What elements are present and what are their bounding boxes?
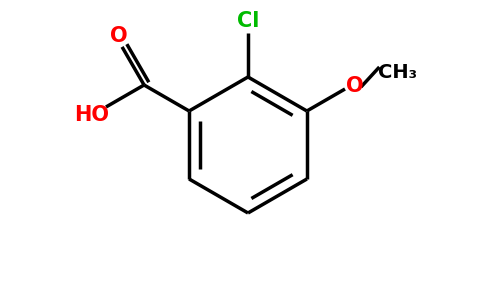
Text: HO: HO xyxy=(75,105,109,125)
Text: O: O xyxy=(110,26,128,46)
Text: Cl: Cl xyxy=(237,11,259,31)
Text: CH₃: CH₃ xyxy=(378,64,417,83)
Text: O: O xyxy=(346,76,364,96)
